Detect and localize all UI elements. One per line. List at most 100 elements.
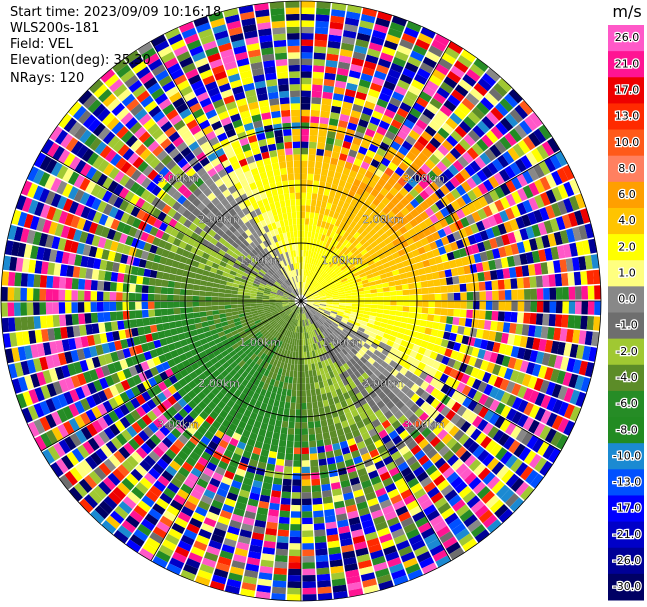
range-gate [190,246,199,255]
range-gate [121,93,136,107]
range-gate [254,400,263,409]
range-gate [326,303,333,306]
range-gate [320,316,327,321]
range-gate [368,346,376,354]
range-gate [330,310,338,315]
range-gate [539,379,550,394]
range-gate [205,415,215,425]
range-gate [202,396,212,406]
range-gate [280,375,286,383]
range-gate [40,204,51,219]
range-gate [288,421,295,429]
range-gate [140,189,151,201]
range-gate [219,509,232,520]
range-gate [250,324,257,330]
range-gate [126,539,142,553]
range-gate [575,241,585,256]
range-gate [78,90,93,105]
range-gate [148,450,161,463]
range-gate [524,301,531,312]
range-gate [363,60,377,70]
range-gate [316,286,323,291]
range-gate [321,373,327,381]
range-gate [243,303,251,307]
range-gate [56,180,68,195]
range-gate [112,59,128,73]
range-gate [177,434,189,445]
range-gate [264,390,272,399]
range-gate [190,362,200,371]
range-gate [528,390,540,404]
range-gate [416,422,428,434]
range-gate [370,267,379,274]
range-gate [332,584,347,593]
range-gate [404,192,415,203]
range-gate [247,350,254,358]
range-gate [324,288,331,292]
range-gate [207,192,217,202]
range-gate [400,353,409,362]
range-gate [382,287,390,292]
range-gate [53,442,66,458]
range-gate [353,249,361,257]
range-gate [51,426,64,442]
range-gate [476,120,490,134]
range-gate [382,215,391,224]
range-gate [36,217,46,232]
range-gate [435,402,446,413]
range-gate [447,293,455,301]
range-gate [301,198,306,206]
range-gate [445,117,458,130]
range-gate [428,367,438,377]
range-gate [97,354,107,367]
range-gate [201,197,211,207]
range-gate [314,349,319,357]
range-gate [425,273,434,281]
range-gate [439,531,454,544]
range-gate [244,311,252,316]
range-gate [336,367,343,375]
range-gate [330,217,337,226]
range-gate [529,453,542,469]
range-gate [110,351,119,363]
range-gate [378,353,387,361]
range-gate [109,302,117,311]
range-gate [184,500,197,512]
range-gate [385,271,394,278]
range-gate [339,357,346,365]
range-gate [290,293,296,298]
range-gate [398,161,409,172]
range-gate [270,309,278,313]
range-gate [94,141,107,155]
range-gate [16,393,27,409]
range-gate [313,336,317,344]
range-gate [461,335,470,345]
range-gate [346,4,362,14]
range-gate [265,332,272,339]
range-gate [479,152,492,165]
range-gate [312,491,322,499]
range-gate [339,48,353,58]
range-gate [263,331,270,338]
range-gate [150,434,162,446]
range-gate [313,295,320,298]
range-gate [413,488,427,500]
range-gate [173,295,180,301]
range-gate [319,318,325,324]
range-gate [299,313,301,321]
range-gate [330,203,338,212]
range-gate [466,309,473,319]
range-gate [329,559,343,568]
range-gate [196,327,204,335]
range-gate [194,177,204,188]
range-gate [250,290,258,294]
range-gate [240,400,249,409]
range-gate [220,245,229,253]
range-gate [76,373,87,386]
range-gate [287,575,301,582]
range-gate [566,358,576,373]
range-gate [408,85,422,96]
range-gate [308,344,312,352]
range-gate [189,517,203,529]
range-gate [57,393,68,408]
